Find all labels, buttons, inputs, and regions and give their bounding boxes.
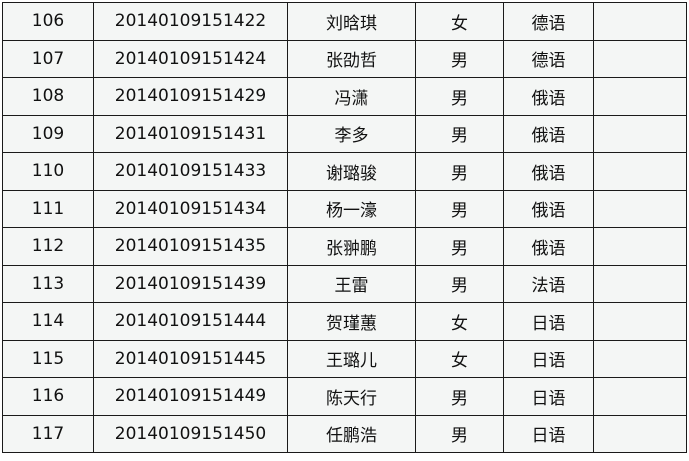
row-number-cell: 113 <box>2 264 94 303</box>
row-number-cell: 106 <box>2 2 94 41</box>
note-cell <box>593 302 687 341</box>
note-cell <box>593 227 687 266</box>
note-cell <box>593 2 687 41</box>
student-id-cell: 20140109151435 <box>93 227 288 266</box>
note-cell <box>593 414 687 453</box>
language-cell: 日语 <box>503 377 594 416</box>
gender-cell: 女 <box>415 339 504 378</box>
row-number-cell: 109 <box>2 114 94 153</box>
row-number-cell: 117 <box>2 414 94 453</box>
student-name-cell: 陈天行 <box>287 377 416 416</box>
language-cell: 俄语 <box>503 114 594 153</box>
student-name-cell: 任鹏浩 <box>287 414 416 453</box>
student-id-cell: 20140109151450 <box>93 414 288 453</box>
table-row: 111 20140109151434 杨一濠男俄语 <box>2 189 687 228</box>
student-id-cell: 20140109151445 <box>93 339 288 378</box>
student-table: 106 20140109151422 刘晗琪女德语 107 20140109151424… <box>2 2 687 453</box>
language-cell: 日语 <box>503 339 594 378</box>
student-name-cell: 谢璐骏 <box>287 152 416 191</box>
table-row: 113 20140109151439 王雷男法语 <box>2 264 687 303</box>
student-id-cell: 20140109151439 <box>93 264 288 303</box>
note-cell <box>593 77 687 116</box>
row-number-cell: 115 <box>2 339 94 378</box>
student-name-cell: 李多 <box>287 114 416 153</box>
gender-cell: 男 <box>415 227 504 266</box>
gender-cell: 男 <box>415 114 504 153</box>
student-name-cell: 杨一濠 <box>287 189 416 228</box>
student-name-cell: 王璐儿 <box>287 339 416 378</box>
gender-cell: 男 <box>415 39 504 78</box>
gender-cell: 男 <box>415 377 504 416</box>
student-name-cell: 冯潇 <box>287 77 416 116</box>
language-cell: 日语 <box>503 414 594 453</box>
table-row: 116 20140109151449 陈天行男日语 <box>2 377 687 416</box>
note-cell <box>593 264 687 303</box>
student-id-cell: 20140109151444 <box>93 302 288 341</box>
gender-cell: 男 <box>415 189 504 228</box>
student-id-cell: 20140109151429 <box>93 77 288 116</box>
row-number-cell: 112 <box>2 227 94 266</box>
student-name-cell: 刘晗琪 <box>287 2 416 41</box>
student-id-cell: 20140109151422 <box>93 2 288 41</box>
table-row: 117 20140109151450 任鹏浩男日语 <box>2 414 687 453</box>
note-cell <box>593 152 687 191</box>
table-row: 106 20140109151422 刘晗琪女德语 <box>2 2 687 41</box>
row-number-cell: 110 <box>2 152 94 191</box>
table-row: 108 20140109151429 冯潇男俄语 <box>2 77 687 116</box>
table-row: 109 20140109151431 李多男俄语 <box>2 114 687 153</box>
note-cell <box>593 339 687 378</box>
student-name-cell: 王雷 <box>287 264 416 303</box>
student-id-cell: 20140109151434 <box>93 189 288 228</box>
table-row: 107 20140109151424 张劭哲男德语 <box>2 39 687 78</box>
language-cell: 俄语 <box>503 227 594 266</box>
row-number-cell: 116 <box>2 377 94 416</box>
student-id-cell: 20140109151431 <box>93 114 288 153</box>
gender-cell: 男 <box>415 77 504 116</box>
row-number-cell: 108 <box>2 77 94 116</box>
row-number-cell: 107 <box>2 39 94 78</box>
row-number-cell: 111 <box>2 189 94 228</box>
note-cell <box>593 377 687 416</box>
student-name-cell: 张翀鹏 <box>287 227 416 266</box>
row-number-cell: 114 <box>2 302 94 341</box>
gender-cell: 男 <box>415 152 504 191</box>
language-cell: 德语 <box>503 2 594 41</box>
student-id-cell: 20140109151433 <box>93 152 288 191</box>
table-row: 114 20140109151444 贺瑾蕙女日语 <box>2 302 687 341</box>
gender-cell: 女 <box>415 302 504 341</box>
student-id-cell: 20140109151449 <box>93 377 288 416</box>
gender-cell: 女 <box>415 2 504 41</box>
gender-cell: 男 <box>415 414 504 453</box>
student-id-cell: 20140109151424 <box>93 39 288 78</box>
student-name-cell: 张劭哲 <box>287 39 416 78</box>
table-row: 112 20140109151435 张翀鹏男俄语 <box>2 227 687 266</box>
note-cell <box>593 114 687 153</box>
language-cell: 俄语 <box>503 77 594 116</box>
note-cell <box>593 189 687 228</box>
language-cell: 德语 <box>503 39 594 78</box>
language-cell: 俄语 <box>503 152 594 191</box>
gender-cell: 男 <box>415 264 504 303</box>
language-cell: 法语 <box>503 264 594 303</box>
language-cell: 俄语 <box>503 189 594 228</box>
language-cell: 日语 <box>503 302 594 341</box>
note-cell <box>593 39 687 78</box>
table-row: 115 20140109151445 王璐儿女日语 <box>2 339 687 378</box>
table-row: 110 20140109151433 谢璐骏男俄语 <box>2 152 687 191</box>
student-name-cell: 贺瑾蕙 <box>287 302 416 341</box>
